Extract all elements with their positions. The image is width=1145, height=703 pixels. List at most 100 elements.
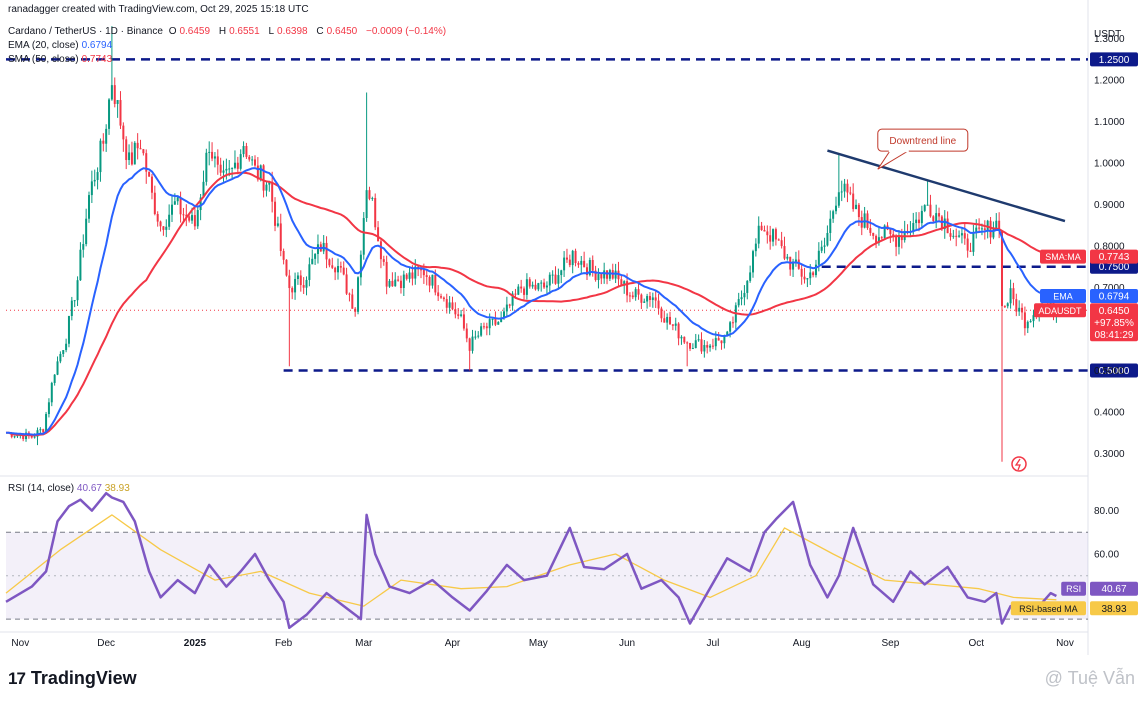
candle-body [90,181,93,196]
candle-body [325,242,328,260]
candle-body [737,299,740,306]
ema-value-tag [1090,289,1138,304]
candle-body [517,286,520,295]
candle-body [877,237,880,243]
sma-legend[interactable]: SMA (50, close) 0.7743 [8,54,113,65]
support-resistance-levels: 1.2500 0.7500 0.5000 [6,52,1138,378]
candle-body [448,302,451,308]
candle-body [978,227,981,229]
candle-body [82,244,85,250]
candle-body [434,274,437,293]
candle-body [800,268,803,277]
candle-body [500,317,503,323]
candle-body [305,279,308,288]
candle-body [296,275,299,279]
candle-body [849,192,852,194]
candle-body [972,232,975,252]
candle-body [168,214,171,227]
candle-body [176,197,179,202]
candle-body [563,257,566,271]
candle-body [591,259,594,271]
candle-body [388,280,391,287]
candle-body [731,322,734,324]
candle-body [182,214,185,216]
candle-body [743,292,746,298]
candle-body [920,210,923,224]
candle-body [328,259,331,266]
candle-body [454,309,457,315]
candle-body [892,234,895,237]
rsi-ma-value: 38.93 [1101,604,1126,615]
ema-legend[interactable]: EMA (20, close) 0.6794 [8,40,113,51]
tradingview-logo[interactable]: 17 TradingView [8,668,137,688]
candle-body [274,201,277,226]
time-tick-label: Dec [97,638,115,649]
candle-body [462,314,465,329]
candle-body [208,151,211,153]
candle-body [334,267,337,273]
candle-body [717,338,720,341]
candle-body [47,402,50,415]
candle-body [108,99,111,129]
candlesticks [7,26,1058,462]
candle-body [554,274,557,284]
ema-value: 0.6794 [1099,292,1130,303]
candle-body [102,140,105,144]
candle-body [225,168,228,171]
candle-body [110,85,113,100]
replay-icon [1011,456,1027,472]
candle-body [377,227,380,242]
candle-body [915,219,918,224]
candle-body [803,276,806,280]
candle-body [45,414,48,433]
price-name-tag [1034,303,1086,318]
candle-body [557,275,560,284]
candle-body [314,253,317,259]
candle-body [282,251,285,260]
candle-body [59,354,62,362]
tradingview-logo-icon: 17 [8,668,26,688]
candle-body [345,274,348,294]
candle-body [414,266,417,279]
time-tick-label: Aug [793,638,811,649]
sma-50-line [5,171,1057,437]
candle-body [394,279,397,287]
candle-body [13,436,16,438]
candle-body [491,318,494,320]
candle-body [170,204,174,215]
candle-body [196,210,199,227]
candle-body [880,237,883,239]
candle-body [677,323,680,339]
candle-body [783,246,786,259]
candle-body [963,233,966,239]
candle-body [488,319,491,329]
candle-body [397,279,400,281]
candle-body [79,249,82,281]
ohlc-open: O 0.6459 [168,26,211,37]
candle-body [474,336,477,338]
candle-body [1009,288,1012,304]
candle-body [1026,321,1029,329]
rsi-legend[interactable]: RSI (14, close) 40.67 38.93 [8,483,130,494]
sma-name-tag [1040,249,1086,264]
candle-body [408,272,411,279]
candle-body [986,220,989,231]
candle-body [780,240,783,247]
candle-body [585,267,589,276]
candle-body [514,293,517,295]
price-axis: 1.3000 1.2000 1.1000 1.0000 0.9000 0.8000 0.70… [1034,29,1138,460]
candle-body [754,243,757,252]
candle-body [419,269,423,271]
ohlc-high: H 0.6551 [218,26,260,37]
candle-body [580,260,583,265]
candle-body [774,229,777,240]
level-tag [1090,52,1138,67]
candle-body [666,316,669,323]
candle-body [660,308,663,319]
candle-body [975,227,978,233]
candle-body [680,336,683,339]
candle-body [926,204,929,206]
candle-body [671,324,674,326]
candle-body [87,195,91,219]
